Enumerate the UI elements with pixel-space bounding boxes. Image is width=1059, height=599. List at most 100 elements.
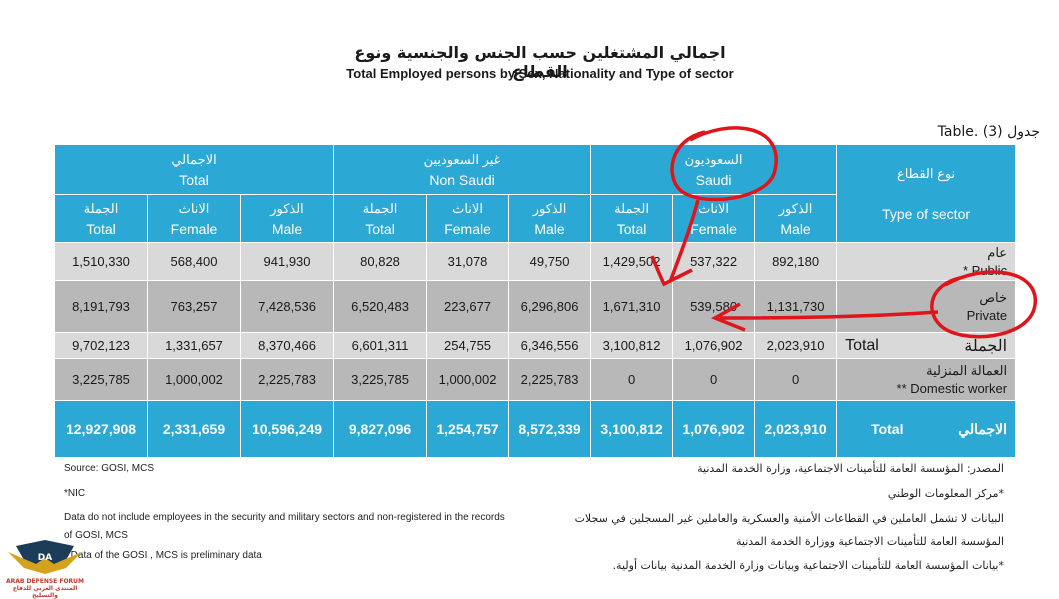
header-saudi-group: السعوديون Saudi — [590, 144, 838, 195]
table-cell: 1,000,002 — [426, 358, 510, 401]
row-label-en: ** Domestic worker — [896, 380, 1008, 396]
header-saudi-en: Saudi — [695, 171, 732, 188]
row-label-en: Total — [845, 336, 879, 354]
row-label: Total الجملة — [836, 332, 1017, 359]
grand-total-cell: 12,927,908 — [54, 400, 148, 458]
table-cell: 1,429,502 — [590, 242, 674, 281]
subheader-male-ar: الذكور — [270, 200, 304, 216]
header-sector-ar: نوع القطاع — [896, 165, 956, 181]
row-label-ar: العمالة المنزلية — [926, 362, 1008, 378]
table-cell: 2,225,783 — [508, 358, 592, 401]
table-cell: 254,755 — [426, 332, 510, 359]
grand-total-cell: 8,572,339 — [508, 400, 592, 458]
subheader-total-ar: الجملة — [614, 200, 649, 216]
watermark-text: ARAB DEFENSE FORUM المنتدى العربي للدفاع… — [4, 578, 86, 599]
note-preliminary-en: * Data of the GOSI , MCS is preliminary … — [64, 550, 262, 561]
table-cell: 8,191,793 — [54, 280, 148, 333]
note-exclusion-ar-1: البيانات لا تشمل العاملين في القطاعات ال… — [574, 512, 1004, 525]
table-cell: 763,257 — [147, 280, 241, 333]
table-cell: 6,520,483 — [333, 280, 428, 333]
watermark-initials: DA — [38, 553, 52, 563]
subheader-total-en: Total — [616, 220, 647, 237]
subheader-total: الجملة Total — [590, 194, 674, 243]
table-cell: 3,225,785 — [54, 358, 148, 401]
table-cell: 3,225,785 — [333, 358, 428, 401]
title-arabic: اجمالي المشتغلين حسب الجنس والجنسية ونوع… — [354, 43, 726, 81]
table-cell: 31,078 — [426, 242, 510, 281]
header-total-group: الاجمالي Total — [53, 144, 335, 195]
subheader-total: الجملة Total — [54, 194, 148, 243]
subheader-female-ar: الاناث — [178, 200, 210, 216]
grand-total-cell: 10,596,249 — [239, 400, 335, 458]
note-nic-ar: *مركز المعلومات الوطني — [887, 487, 1004, 500]
grand-total-cell: 9,827,096 — [333, 400, 428, 458]
subheader-female-en: Female — [690, 220, 737, 237]
table-cell: 941,930 — [239, 242, 335, 281]
grand-total-cell: 2,023,910 — [754, 400, 838, 458]
table-cell: 1,131,730 — [754, 280, 838, 333]
table-cell: 80,828 — [333, 242, 428, 281]
row-label: عام * Public — [836, 242, 1017, 281]
note-exclusion-en-2: of GOSI, MCS — [64, 530, 128, 541]
table-cell: 0 — [672, 358, 756, 401]
table-cell: 537,322 — [672, 242, 756, 281]
subheader-female: الاناث Female — [426, 194, 510, 243]
note-exclusion-ar-2: المؤسسة العامة للتأمينات الاجتماعية ووزا… — [735, 535, 1004, 548]
subheader-female: الاناث Female — [672, 194, 756, 243]
grand-total-label-en: Total — [871, 421, 904, 437]
note-source-en: Source: GOSI, MCS — [64, 463, 155, 474]
table-number-label: Table. (3) جدول — [937, 124, 1040, 140]
subheader-male-en: Male — [780, 220, 811, 237]
table-cell: 0 — [590, 358, 674, 401]
subheader-total-ar: الجملة — [362, 200, 398, 216]
table-cell: 6,296,806 — [508, 280, 592, 333]
header-total-en: Total — [179, 171, 209, 188]
row-label-en: Private — [966, 307, 1008, 323]
header-saudi-ar: السعوديون — [684, 151, 743, 167]
table-cell: 49,750 — [508, 242, 592, 281]
table-cell: 6,601,311 — [333, 332, 428, 359]
subheader-female-ar: الاناث — [452, 200, 483, 216]
watermark-line1: ARAB DEFENSE FORUM — [5, 578, 85, 585]
header-nonsaudi-ar: غير السعوديين — [423, 151, 501, 167]
watermark-logo: DA — [8, 540, 82, 574]
grand-total-cell: 1,254,757 — [426, 400, 510, 458]
row-label: العمالة المنزلية ** Domestic worker — [836, 358, 1017, 401]
watermark-shield-icon — [16, 540, 74, 568]
subheader-total-en: Total — [86, 220, 116, 237]
table-cell: 9,702,123 — [54, 332, 148, 359]
subheader-total-ar: الجملة — [83, 200, 119, 216]
subheader-male: الذكور Male — [239, 194, 335, 243]
subheader-female-en: Female — [444, 220, 491, 237]
table-row: 8,191,793 763,257 7,428,536 6,520,483 223,67… — [54, 280, 1017, 333]
note-nic-en: *NIC — [64, 488, 86, 499]
title-english: Total Employed persons by Sex, Nationali… — [346, 66, 734, 81]
grand-total-cell: 1,076,902 — [672, 400, 756, 458]
subheader-male-ar: الذكور — [778, 200, 813, 216]
row-label: خاص Private — [836, 280, 1017, 333]
note-exclusion-en-1: Data do not include employees in the sec… — [64, 512, 505, 523]
table-cell: 8,370,466 — [239, 332, 335, 359]
row-label-ar: عام — [987, 244, 1008, 260]
employment-table: الاجمالي Total غير السعوديين Non Saudi ا… — [53, 144, 1017, 458]
grand-total-cell: 2,331,659 — [147, 400, 241, 458]
table-cell: 6,346,556 — [508, 332, 592, 359]
row-label-ar: خاص — [979, 289, 1008, 305]
subheader-male-ar: الذكور — [532, 200, 567, 216]
table-cell: 2,225,783 — [239, 358, 335, 401]
table-cell: 1,000,002 — [147, 358, 241, 401]
table-cell: 1,331,657 — [147, 332, 241, 359]
header-nonsaudi-group: غير السعوديين Non Saudi — [333, 144, 592, 195]
note-source-ar: المصدر: المؤسسة العامة للتأمينات الاجتما… — [697, 462, 1004, 475]
header-total-ar: الاجمالي — [171, 151, 217, 167]
table-cell: 0 — [754, 358, 838, 401]
grand-total-cell: 3,100,812 — [590, 400, 674, 458]
table-cell: 1,510,330 — [54, 242, 148, 281]
table-cell: 2,023,910 — [754, 332, 838, 359]
subheader-male: الذكور Male — [754, 194, 838, 243]
table-cell: 892,180 — [754, 242, 838, 281]
header-sector-en: Type of sector — [882, 205, 971, 222]
table-row: 3,225,785 1,000,002 2,225,783 3,225,785 1,00… — [54, 358, 1017, 401]
watermark-wings-icon — [8, 552, 82, 574]
subheader-female-ar: الاناث — [698, 200, 729, 216]
